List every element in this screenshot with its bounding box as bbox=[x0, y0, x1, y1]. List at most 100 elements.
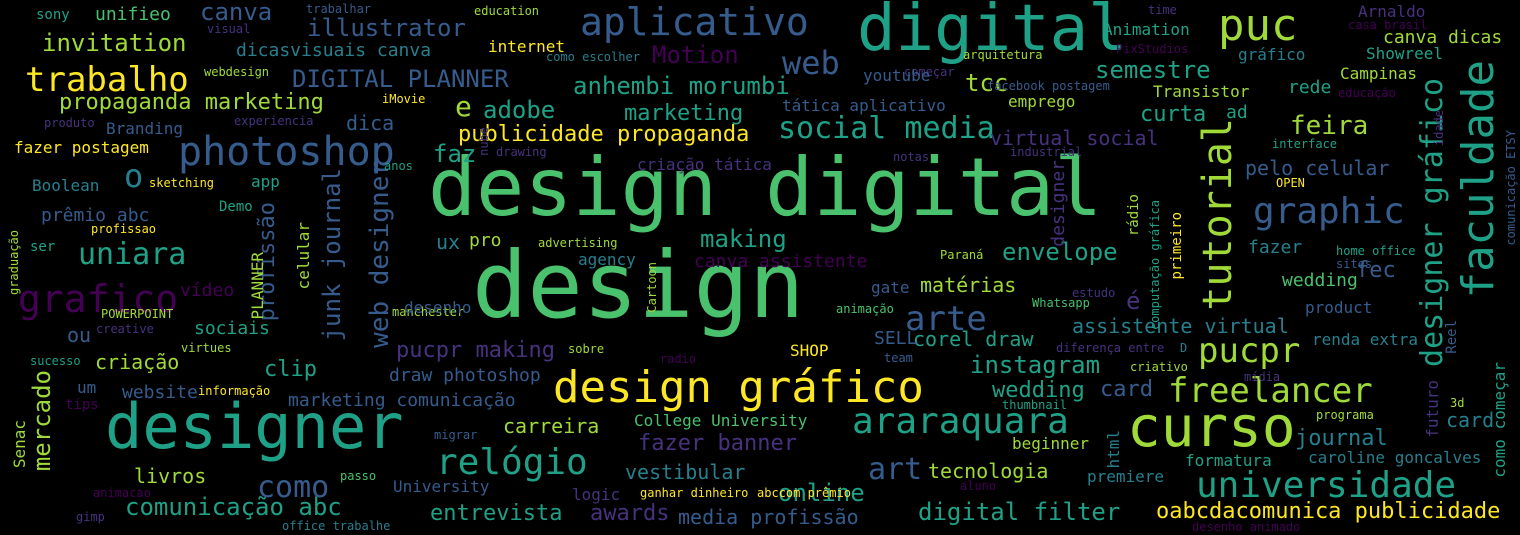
word-108: Reel bbox=[1444, 320, 1460, 354]
word-198: pro bbox=[469, 230, 502, 251]
word-157: gimp bbox=[76, 510, 105, 524]
word-28: anhembi morumbi bbox=[573, 72, 790, 100]
word-17: freelancer bbox=[1168, 371, 1373, 411]
word-175: D bbox=[1180, 341, 1188, 355]
word-7: aplicativo bbox=[580, 0, 809, 44]
word-105: sites bbox=[1336, 257, 1373, 271]
word-85: rede bbox=[1288, 77, 1332, 98]
word-102: idade bbox=[1432, 110, 1446, 147]
word-167: Whatsapp bbox=[1032, 296, 1090, 310]
word-174: diferença entre bbox=[1056, 341, 1165, 355]
word-148: POWERPOINT bbox=[101, 307, 174, 321]
word-120: youtube bbox=[863, 66, 931, 85]
word-172: team bbox=[884, 351, 913, 365]
word-34: Motion bbox=[652, 41, 739, 69]
word-88: Showreel bbox=[1366, 44, 1444, 63]
word-43: canva bbox=[200, 0, 273, 26]
word-181: desenho animado bbox=[1192, 520, 1301, 534]
word-73: vestibular bbox=[625, 460, 746, 484]
word-2: design bbox=[472, 232, 805, 339]
word-133: fazer postagem bbox=[14, 138, 149, 157]
word-40: oabcdacomunica publicidade bbox=[1156, 499, 1501, 524]
word-62: tecnologia bbox=[928, 459, 1049, 483]
word-81: designer bbox=[1048, 160, 1069, 247]
word-136: drawing bbox=[496, 145, 547, 159]
word-153: tips bbox=[65, 397, 99, 413]
word-197: ux bbox=[436, 230, 461, 254]
word-3: designer bbox=[105, 390, 404, 463]
word-187: logic bbox=[572, 485, 621, 504]
word-168: computação gráfica bbox=[1148, 200, 1162, 331]
word-24: web designer bbox=[365, 160, 395, 348]
word-38: semestre bbox=[1095, 56, 1211, 84]
word-56: assistente virtual bbox=[1072, 314, 1289, 338]
word-194: o bbox=[124, 157, 144, 195]
word-59: canva assistente bbox=[694, 251, 868, 272]
word-13: tutorial bbox=[1195, 118, 1241, 311]
word-141: Boolean bbox=[32, 176, 100, 195]
word-116: premiere bbox=[1087, 467, 1165, 486]
word-189: radio bbox=[660, 352, 697, 366]
word-139: sketching bbox=[149, 176, 215, 190]
word-100: interface bbox=[1272, 137, 1338, 151]
word-80: pelo celular bbox=[1245, 156, 1390, 180]
word-124: trabalhar bbox=[306, 2, 372, 16]
word-122: como escolher bbox=[546, 50, 640, 64]
word-118: tática aplicativo bbox=[782, 96, 946, 115]
word-72: website bbox=[122, 382, 198, 403]
word-113: programa bbox=[1316, 408, 1374, 422]
word-78: dica bbox=[346, 111, 395, 135]
word-35: web bbox=[782, 44, 840, 82]
word-135: nube bbox=[477, 127, 491, 156]
word-29: invitation bbox=[42, 29, 187, 57]
word-169: rádio bbox=[1126, 194, 1142, 237]
word-93: PixStudios bbox=[1116, 42, 1189, 56]
word-137: notas bbox=[893, 150, 930, 164]
word-112: 3d bbox=[1450, 396, 1465, 410]
word-44: dicasvisuais canva bbox=[236, 40, 432, 61]
word-186: ganhar dinheiro bbox=[640, 486, 749, 500]
word-58: making bbox=[700, 225, 787, 253]
word-142: prêmio abc bbox=[41, 205, 150, 226]
word-48: fazer banner bbox=[638, 431, 797, 456]
word-39: digital filter bbox=[918, 498, 1121, 526]
word-151: sucesso bbox=[30, 354, 81, 368]
word-47: curta bbox=[1140, 102, 1207, 127]
word-98: Transistor bbox=[1153, 82, 1250, 101]
word-185: abccom prêmio bbox=[757, 486, 851, 500]
word-46: marketing bbox=[624, 101, 744, 126]
word-150: virtues bbox=[181, 341, 232, 355]
word-126: sony bbox=[36, 7, 70, 23]
word-144: profissao bbox=[91, 222, 157, 236]
word-152: um bbox=[77, 378, 97, 397]
word-115: caroline goncalves bbox=[1308, 448, 1482, 467]
word-182: desenho bbox=[404, 298, 472, 317]
word-52: awards bbox=[590, 501, 670, 526]
word-51: entrevista bbox=[430, 501, 563, 526]
word-138: industrial bbox=[1010, 145, 1083, 159]
word-178: thumbnail bbox=[1002, 398, 1068, 412]
word-6: curso bbox=[1127, 395, 1296, 460]
word-83: wedding bbox=[1282, 270, 1358, 291]
word-15: universidade bbox=[1196, 465, 1457, 506]
word-195: faz bbox=[433, 140, 477, 168]
word-127: unifieo bbox=[95, 4, 171, 25]
word-159: manchester bbox=[392, 305, 465, 319]
word-21: arte bbox=[905, 299, 987, 339]
word-156: animacao bbox=[93, 486, 151, 500]
word-49: art bbox=[868, 452, 923, 487]
word-101: OPEN bbox=[1276, 176, 1305, 190]
word-33: tcc bbox=[965, 69, 1009, 97]
word-146: ser bbox=[30, 239, 56, 255]
word-166: estudo bbox=[1072, 286, 1116, 300]
word-84: fec bbox=[1356, 258, 1396, 283]
word-61: matérias bbox=[920, 273, 1017, 297]
word-4: design gráfico bbox=[553, 362, 924, 413]
word-89: gráfico bbox=[1238, 45, 1306, 64]
word-87: Campinas bbox=[1340, 64, 1418, 83]
word-176: criativo bbox=[1130, 360, 1188, 374]
word-119: criação tática bbox=[637, 155, 772, 174]
word-179: beginner bbox=[1012, 434, 1090, 453]
word-95: arquitetura bbox=[963, 48, 1043, 62]
word-53: media profissão bbox=[678, 505, 859, 529]
